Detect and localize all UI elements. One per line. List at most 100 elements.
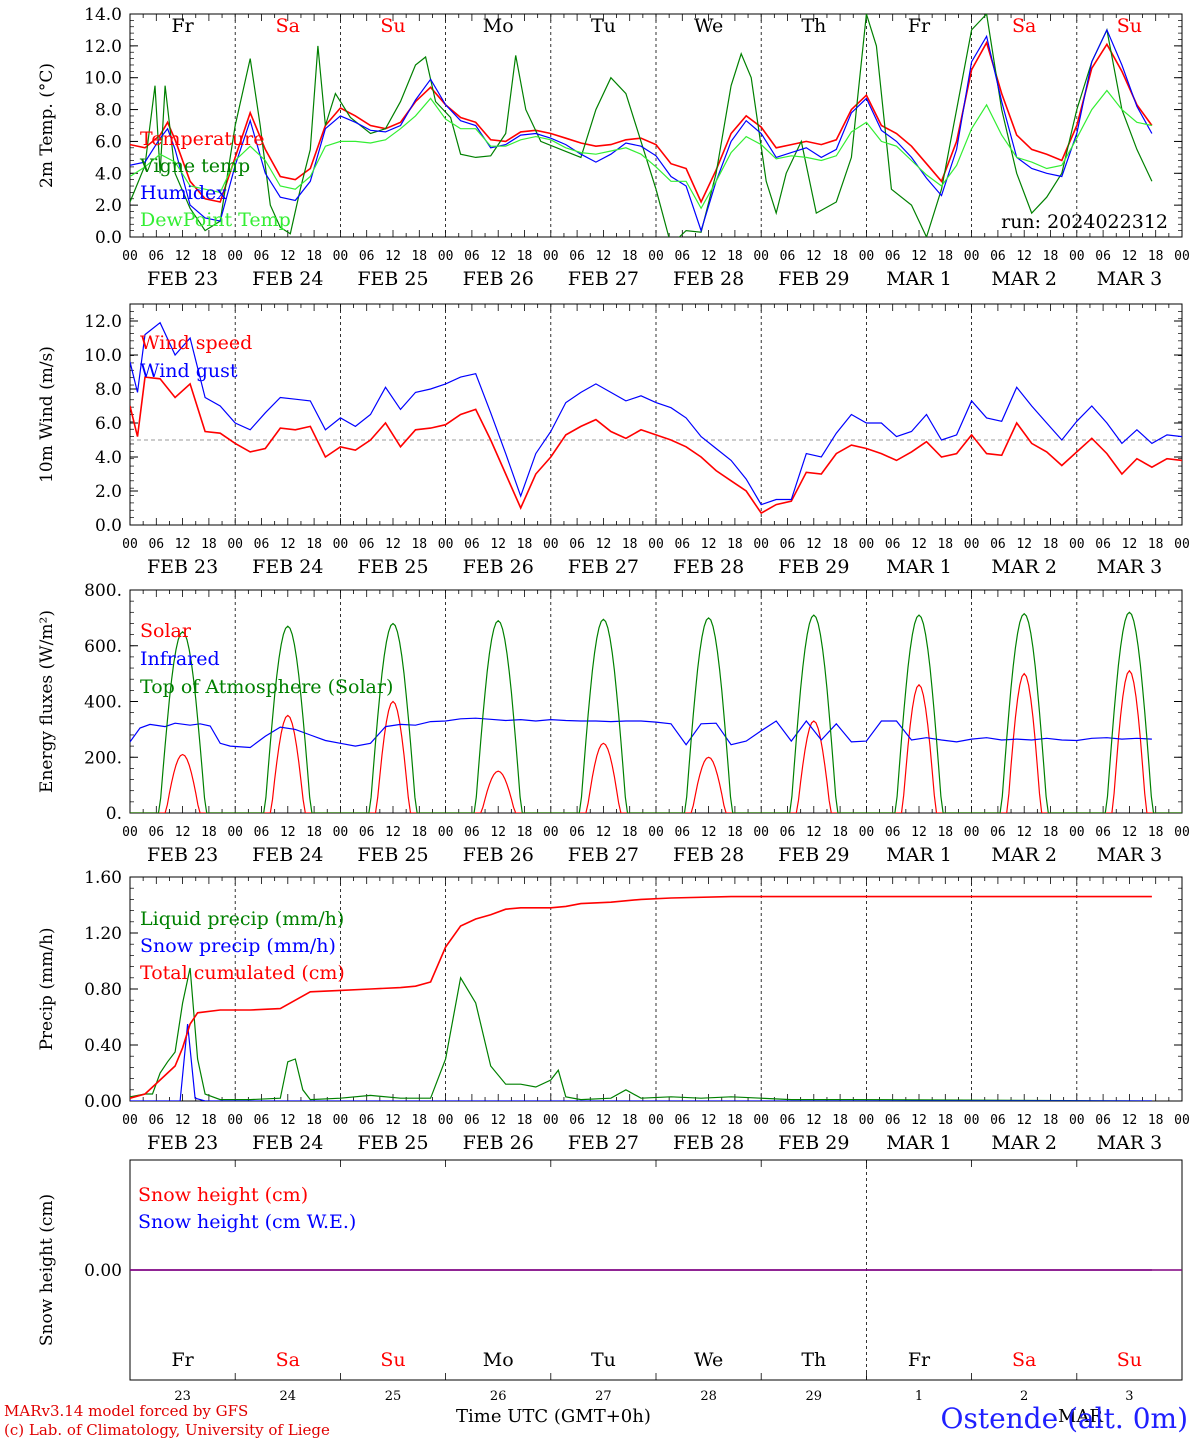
- y-tick-label: 0.0: [95, 516, 122, 536]
- weekday-label-top: Mo: [483, 15, 514, 37]
- hour-label: 00: [227, 537, 243, 552]
- hour-label: 12: [490, 249, 506, 264]
- hour-label: 00: [859, 249, 875, 264]
- date-label: FEB 27: [568, 1132, 639, 1154]
- hour-label: 18: [937, 537, 953, 552]
- hour-label: 06: [674, 825, 690, 840]
- hour-label: 06: [780, 537, 796, 552]
- hour-label: 06: [885, 825, 901, 840]
- hour-label: 00: [227, 1113, 243, 1128]
- series-line-snow-precip-mm-h-: [130, 1023, 1152, 1101]
- hour-label: 12: [280, 537, 296, 552]
- y-tick-label: 6.0: [95, 414, 122, 434]
- hour-label: 18: [1043, 537, 1059, 552]
- hour-label: 12: [280, 1113, 296, 1128]
- y-tick-label: 1.20: [84, 924, 122, 944]
- hour-label: 00: [122, 249, 138, 264]
- date-label: FEB 26: [463, 1132, 534, 1154]
- hour-label: 00: [227, 825, 243, 840]
- date-label: FEB 29: [778, 1132, 849, 1154]
- hour-label: 00: [753, 825, 769, 840]
- hour-label: 00: [964, 1113, 980, 1128]
- weekday-label-top: Sa: [276, 15, 300, 37]
- hour-label: 12: [280, 249, 296, 264]
- series-line-wind-gust: [130, 321, 1182, 506]
- hour-label: 00: [122, 537, 138, 552]
- legend-entry: Snow height (cm): [138, 1184, 308, 1206]
- weekday-label-top: We: [694, 15, 723, 37]
- y-tick-label: 10.0: [84, 346, 122, 366]
- hour-label: 18: [727, 249, 743, 264]
- weekday-label-bottom: We: [694, 1349, 723, 1371]
- series-line-temperature: [130, 40, 1153, 204]
- hour-label: 18: [1148, 537, 1164, 552]
- hour-label: 06: [990, 537, 1006, 552]
- hour-label: 18: [201, 825, 217, 840]
- legend-entry: Solar: [140, 620, 192, 642]
- y-axis-label: 2m Temp. (°C): [37, 63, 57, 188]
- hour-label: 06: [1095, 1113, 1111, 1128]
- panel-frame: [129, 13, 1183, 238]
- hour-label: 18: [832, 825, 848, 840]
- date-label: FEB 28: [673, 268, 744, 290]
- day-number-label: 3: [1125, 1389, 1133, 1404]
- hour-label: 12: [1016, 825, 1032, 840]
- hour-label: 00: [964, 537, 980, 552]
- day-number-label: 23: [174, 1389, 191, 1404]
- hour-label: 12: [385, 537, 401, 552]
- hour-label: 18: [622, 1113, 638, 1128]
- hour-label: 00: [1069, 249, 1085, 264]
- hour-label: 00: [1069, 825, 1085, 840]
- hour-label: 12: [911, 825, 927, 840]
- hour-label: 06: [885, 537, 901, 552]
- date-label: FEB 23: [147, 268, 218, 290]
- hour-label: 00: [964, 825, 980, 840]
- hour-label: 06: [780, 825, 796, 840]
- hour-label: 06: [464, 825, 480, 840]
- y-tick-label: 4.0: [95, 448, 122, 468]
- hour-label: 06: [674, 1113, 690, 1128]
- date-label: FEB 29: [778, 844, 849, 866]
- hour-label: 06: [569, 1113, 585, 1128]
- hour-label: 12: [806, 537, 822, 552]
- hour-label: 00: [859, 1113, 875, 1128]
- y-tick-label: 2.0: [95, 196, 122, 216]
- hour-label: 00: [964, 249, 980, 264]
- hour-label: 00: [753, 537, 769, 552]
- footer-copyright-text: (c) Lab. of Climatology, University of L…: [4, 1421, 330, 1439]
- date-label: FEB 26: [463, 844, 534, 866]
- date-label: FEB 29: [778, 556, 849, 578]
- hour-label: 00: [543, 537, 559, 552]
- series-line-dewpoint-temp: [130, 89, 1153, 210]
- date-label: FEB 28: [673, 1132, 744, 1154]
- weekday-label-bottom: Th: [801, 1349, 826, 1371]
- day-number-label: 28: [700, 1389, 717, 1404]
- hour-label: 06: [148, 1113, 164, 1128]
- y-tick-label: 8.0: [95, 380, 122, 400]
- legend-entry: Total cumulated (cm): [140, 962, 345, 984]
- hour-label: 06: [148, 249, 164, 264]
- hour-label: 12: [175, 249, 191, 264]
- hour-label: 06: [1095, 537, 1111, 552]
- hour-label: 06: [359, 249, 375, 264]
- weekday-label-top: Sa: [1012, 15, 1036, 37]
- series-line-wind-speed: [130, 376, 1182, 515]
- day-number-label: 29: [806, 1389, 823, 1404]
- hour-label: 00: [543, 1113, 559, 1128]
- y-tick-label: 0.0: [95, 228, 122, 248]
- hour-label: 06: [359, 825, 375, 840]
- hour-label: 06: [254, 249, 270, 264]
- hour-label: 00: [227, 249, 243, 264]
- legend-entry: Vigne temp: [139, 155, 250, 177]
- date-label: FEB 23: [147, 844, 218, 866]
- hour-label: 12: [1122, 537, 1138, 552]
- hour-label: 12: [701, 1113, 717, 1128]
- hour-label: 18: [411, 249, 427, 264]
- hour-label: 18: [622, 249, 638, 264]
- month-label: MAR: [1058, 1406, 1103, 1427]
- run-label: run: 2024022312: [1001, 211, 1168, 233]
- hour-label: 00: [1069, 537, 1085, 552]
- y-tick-label: 0.00: [84, 1092, 122, 1112]
- hour-label: 06: [1095, 825, 1111, 840]
